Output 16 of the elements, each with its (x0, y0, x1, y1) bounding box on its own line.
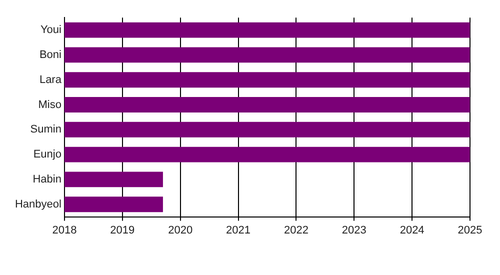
y-tick-label: Eunjo (33, 148, 62, 161)
y-tick-label: Habin (32, 173, 62, 186)
y-tick-label: Youi (40, 24, 62, 36)
x-tick-label: 2022 (284, 224, 308, 236)
y-tick-label: Hanbyeol (14, 198, 62, 210)
x-tick-label: 2024 (400, 224, 424, 236)
x-tick-label: 2019 (110, 224, 135, 236)
y-tick-label: Miso (38, 98, 62, 111)
x-tick-label: 2021 (226, 224, 251, 236)
x-tick-label: 2025 (458, 224, 482, 236)
y-tick-label: Boni (39, 48, 62, 61)
x-tick-label: 2023 (342, 224, 366, 236)
x-tick-label: 2018 (52, 224, 77, 236)
y-tick-label: Lara (39, 74, 62, 86)
x-tick-label: 2020 (168, 224, 193, 236)
y-tick-label: Sumin (30, 124, 62, 136)
